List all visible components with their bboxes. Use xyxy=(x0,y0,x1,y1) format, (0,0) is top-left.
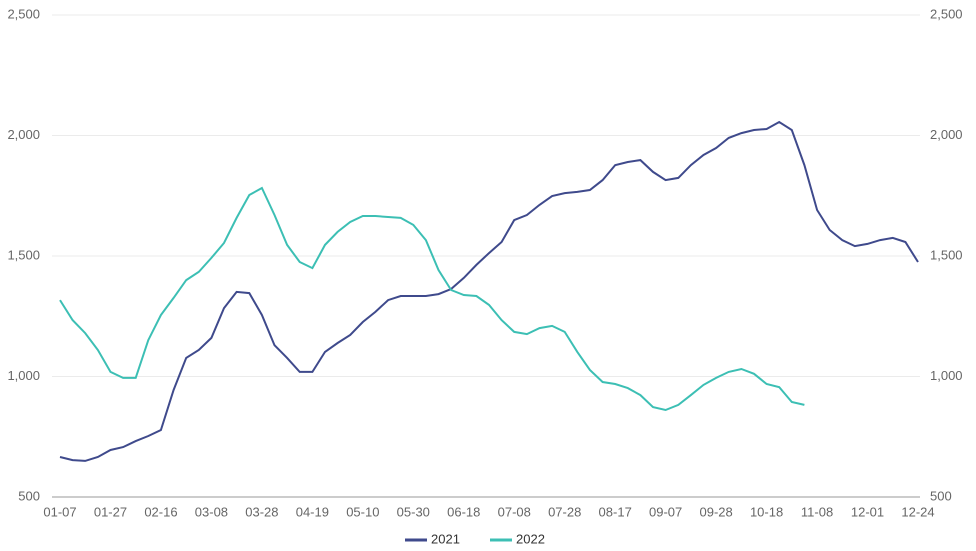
x-tick-label: 01-27 xyxy=(94,504,127,519)
x-tick-label: 07-28 xyxy=(548,504,581,519)
y2-tick-label: 2,500 xyxy=(930,6,963,21)
x-tick-label: 03-08 xyxy=(195,504,228,519)
y2-tick-label: 1,000 xyxy=(930,368,963,383)
y-tick-label: 2,000 xyxy=(7,127,40,142)
legend-item: 2021 xyxy=(405,531,460,546)
y-tick-label: 1,500 xyxy=(7,247,40,262)
y-tick-label: 500 xyxy=(18,488,40,503)
line-series xyxy=(59,120,919,462)
x-tick-label: 03-28 xyxy=(245,504,278,519)
y-tick-label: 1,000 xyxy=(7,368,40,383)
x-tick-label: 11-08 xyxy=(801,504,833,519)
x-tick-label: 09-07 xyxy=(649,504,682,519)
legend-item: 2022 xyxy=(490,531,545,546)
x-tick-label: 12-01 xyxy=(851,504,884,519)
x-tick-label: 10-18 xyxy=(750,504,783,519)
x-tick-label: 08-17 xyxy=(599,504,632,519)
y2-tick-label: 1,500 xyxy=(930,247,963,262)
x-tick-label: 12-24 xyxy=(901,504,934,519)
x-tick-label: 09-28 xyxy=(699,504,732,519)
x-tick-label: 07-08 xyxy=(498,504,531,519)
x-tick-label: 02-16 xyxy=(144,504,177,519)
legend-label: 2021 xyxy=(431,531,460,546)
x-tick-label: 05-30 xyxy=(397,504,430,519)
x-tick-label: 01-07 xyxy=(43,504,76,519)
x-tick-label: 04-19 xyxy=(296,504,329,519)
legend-label: 2022 xyxy=(516,531,545,546)
y-tick-label: 2,500 xyxy=(7,6,40,21)
line-series xyxy=(59,186,805,412)
x-tick-label: 06-18 xyxy=(447,504,480,519)
y2-tick-label: 500 xyxy=(930,488,952,503)
y2-tick-label: 2,000 xyxy=(930,127,963,142)
x-tick-label: 05-10 xyxy=(346,504,379,519)
